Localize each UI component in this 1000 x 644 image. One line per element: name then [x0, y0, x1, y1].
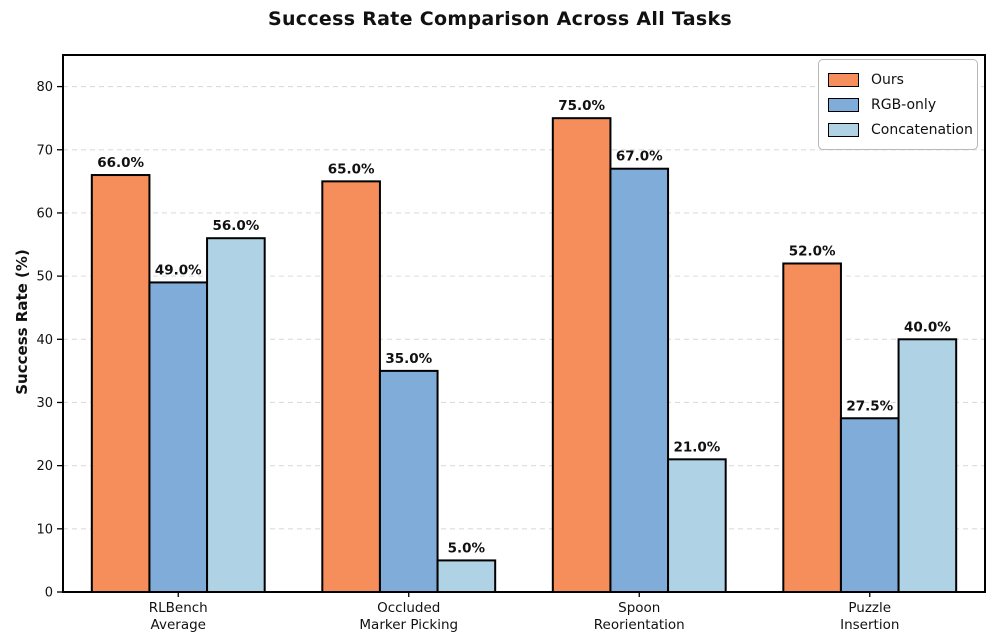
- x-tick-label: Spoon: [618, 600, 660, 616]
- value-label: 52.0%: [789, 243, 836, 259]
- chart-title: Success Rate Comparison Across All Tasks: [267, 8, 733, 30]
- value-label: 49.0%: [155, 262, 202, 278]
- bar-Ours-1: [321, 180, 381, 593]
- legend-label: Concatenation: [871, 121, 973, 138]
- value-label: 75.0%: [558, 98, 605, 114]
- x-tick-label: Marker Picking: [359, 617, 458, 633]
- y-tick-label: 60: [36, 206, 53, 221]
- y-tick-label: 20: [36, 459, 53, 474]
- value-label: 40.0%: [904, 319, 951, 335]
- legend-item-RGB-only: RGB-only: [828, 92, 967, 117]
- y-tick-label: 10: [36, 522, 53, 537]
- bar-RGB-only-1: [378, 369, 439, 593]
- bar-RGB-only-3: [839, 417, 900, 593]
- bar-Concatenation-0: [206, 237, 266, 593]
- value-label: 65.0%: [328, 161, 375, 177]
- x-tick-label: Average: [151, 617, 206, 633]
- legend-swatch-RGB-only: [828, 97, 859, 112]
- bar-RGB-only-0: [148, 281, 209, 593]
- bar-Concatenation-3: [897, 338, 958, 594]
- y-tick-label: 70: [36, 143, 53, 158]
- x-tick-label: Occluded: [377, 600, 440, 616]
- legend-label: Ours: [871, 71, 904, 88]
- x-tick-label: Insertion: [840, 617, 899, 633]
- bar-Concatenation-1: [436, 559, 497, 593]
- y-tick-label: 0: [45, 586, 53, 601]
- legend-label: RGB-only: [871, 96, 937, 113]
- legend-swatch-Ours: [828, 72, 859, 87]
- y-tick-label: 80: [36, 80, 53, 95]
- x-tick-label: RLBench: [149, 600, 208, 616]
- y-tick-label: 30: [36, 396, 53, 411]
- legend: Ours RGB-only Concatenation: [818, 59, 978, 150]
- value-label: 66.0%: [97, 155, 144, 171]
- value-label: 27.5%: [846, 398, 893, 414]
- x-tick-label: Puzzle: [848, 600, 891, 616]
- bar-Ours-3: [782, 262, 842, 593]
- bar-Ours-2: [551, 117, 612, 593]
- bar-Ours-0: [90, 174, 151, 593]
- value-label: 21.0%: [673, 439, 720, 455]
- value-label: 67.0%: [616, 149, 663, 165]
- plot-border: [62, 54, 986, 593]
- y-tick-label: 40: [36, 333, 53, 348]
- x-tick-label: Reorientation: [594, 617, 685, 633]
- legend-swatch-Concatenation: [828, 122, 859, 137]
- value-label: 35.0%: [385, 351, 432, 367]
- bar-Concatenation-2: [667, 458, 727, 593]
- y-tick-label: 50: [36, 270, 53, 285]
- legend-item-Ours: Ours: [828, 67, 967, 92]
- bar-RGB-only-2: [609, 167, 670, 593]
- value-label: 56.0%: [212, 218, 259, 234]
- legend-item-Concatenation: Concatenation: [828, 117, 973, 142]
- value-label: 5.0%: [448, 540, 486, 556]
